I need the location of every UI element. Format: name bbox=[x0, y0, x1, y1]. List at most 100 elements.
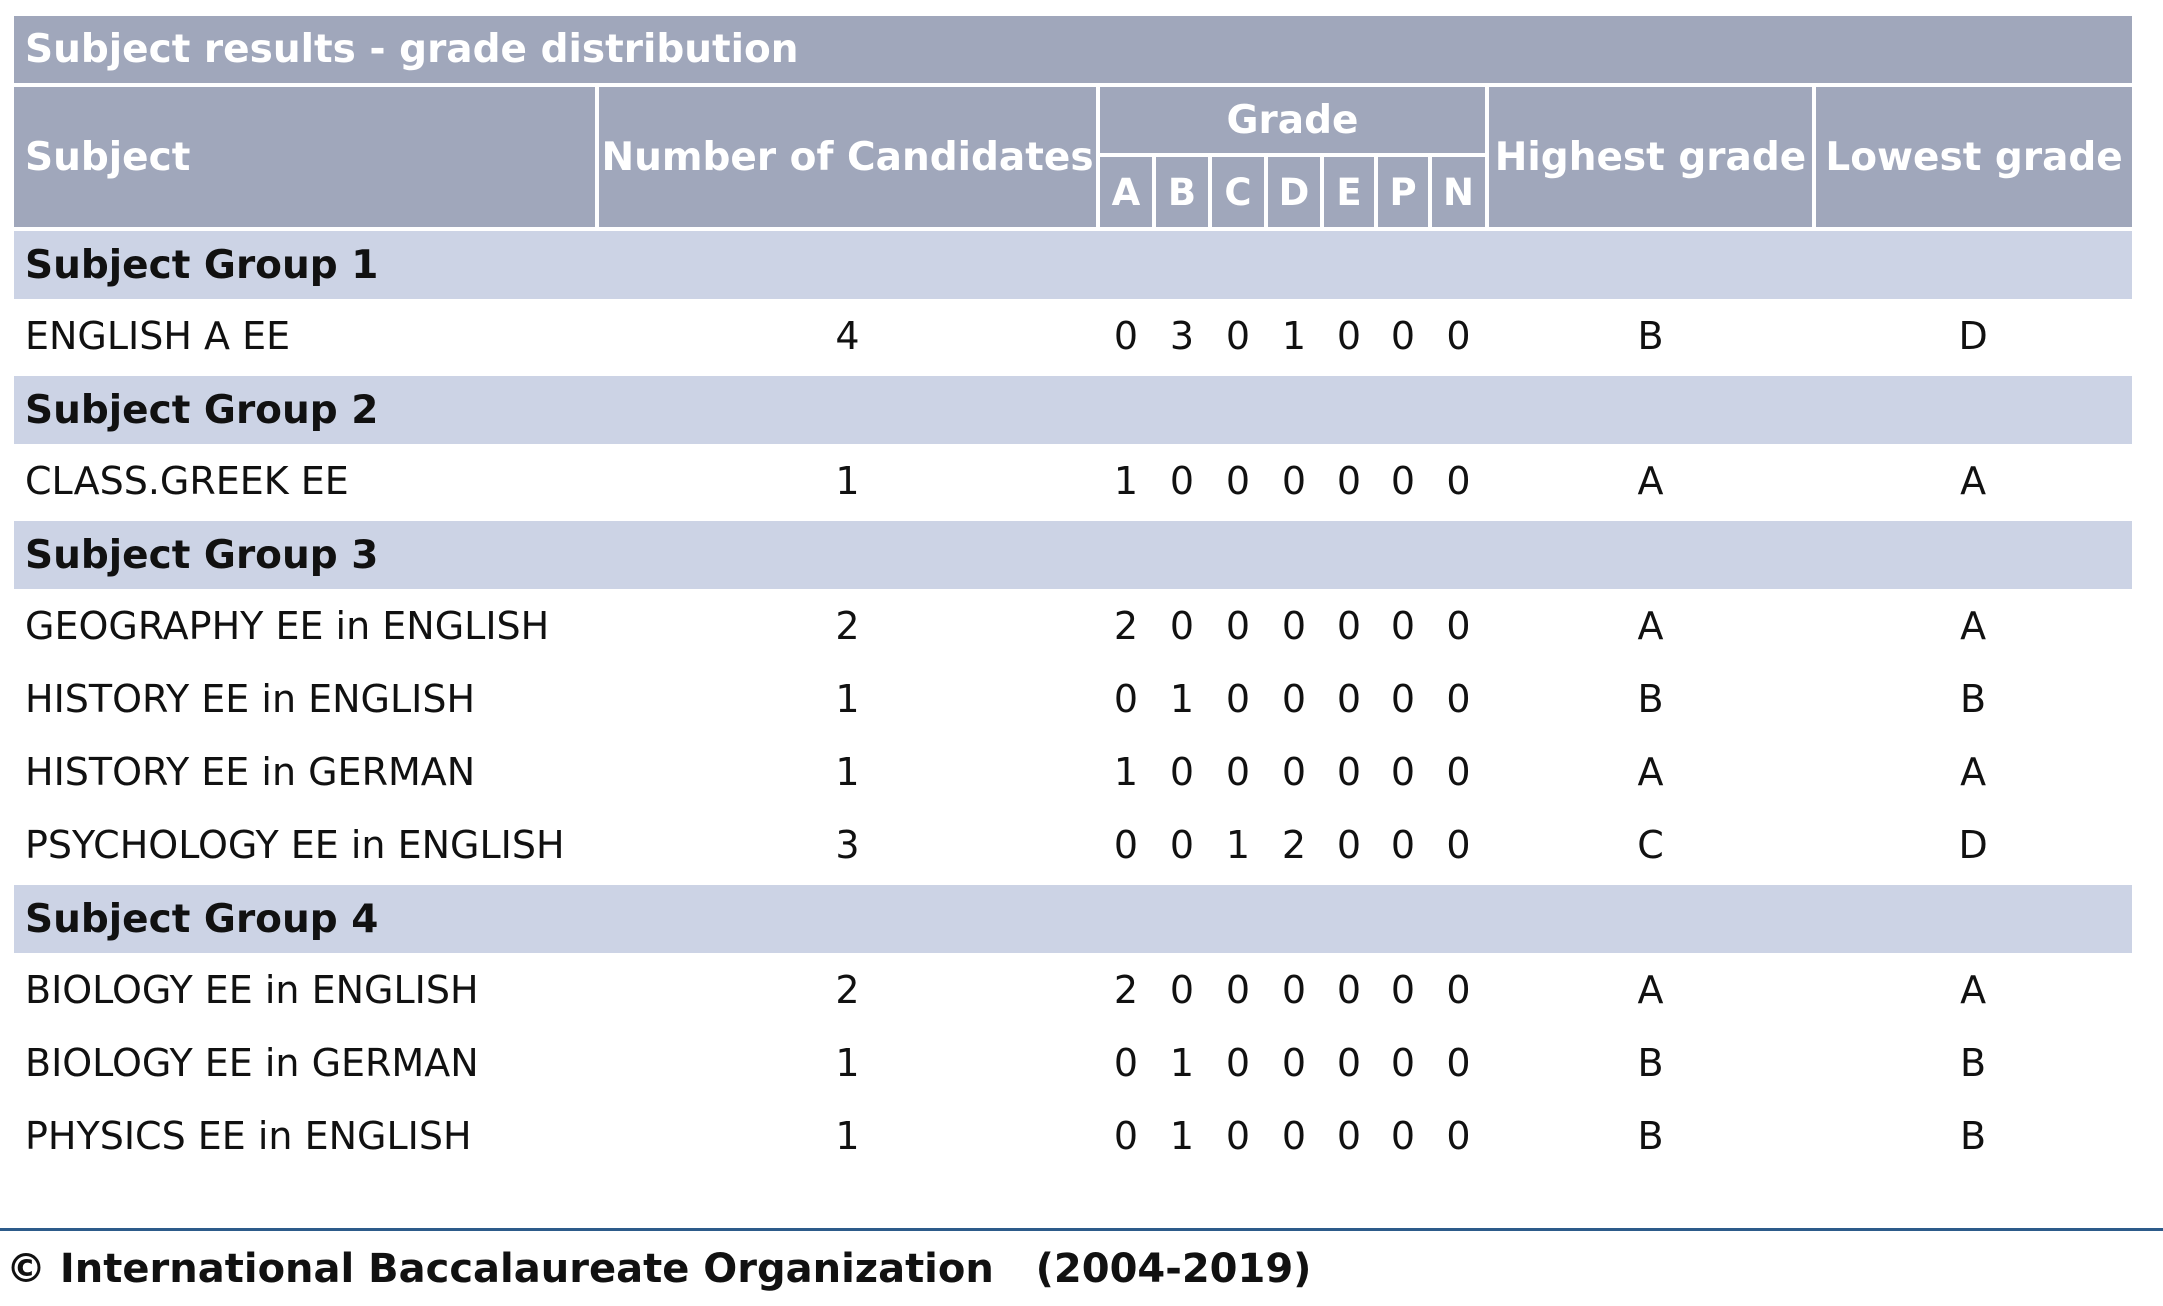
candidates-cell: 1 bbox=[835, 749, 860, 794]
grade-letter-header: B bbox=[1152, 153, 1212, 231]
lowest-grade-cell: A bbox=[1960, 603, 1987, 648]
grade-count-cell: 1 bbox=[1169, 1040, 1195, 1085]
subject-cell: BIOLOGY EE in GERMAN bbox=[25, 1040, 479, 1085]
grade-count-cell: 0 bbox=[1281, 603, 1307, 648]
grade-count-cell: 0 bbox=[1169, 749, 1195, 794]
grade-count-cell: 0 bbox=[1390, 676, 1416, 721]
table-row: HISTORY EE in ENGLISH 1 0 1 0 0 0 0 0 B B bbox=[14, 662, 2132, 735]
table-row: BIOLOGY EE in ENGLISH 2 2 0 0 0 0 0 0 A A bbox=[14, 953, 2132, 1026]
highest-grade-cell: A bbox=[1637, 458, 1664, 503]
column-header-lowest-grade: Lowest grade bbox=[1811, 83, 2133, 231]
subject-group-heading: Subject Group 3 bbox=[14, 517, 2133, 589]
grade-count-cell: 0 bbox=[1390, 458, 1416, 503]
grade-count-cell: 2 bbox=[1113, 967, 1139, 1012]
grade-count-cell: 0 bbox=[1225, 1040, 1251, 1085]
column-header-subject: Subject bbox=[14, 83, 599, 231]
grade-count-cell: 1 bbox=[1225, 822, 1251, 867]
grade-letter-header: D bbox=[1264, 153, 1324, 231]
grade-count-cell: 1 bbox=[1113, 749, 1139, 794]
candidates-cell: 4 bbox=[835, 313, 860, 358]
grade-count-cell: 0 bbox=[1390, 313, 1416, 358]
table-header: Subject results - grade distribution Sub… bbox=[14, 16, 2133, 231]
grade-count-cell: 0 bbox=[1336, 603, 1362, 648]
grade-count-cell: 0 bbox=[1336, 313, 1362, 358]
grade-letter-header: E bbox=[1320, 153, 1378, 231]
grade-count-cell: 0 bbox=[1336, 822, 1362, 867]
subject-cell: BIOLOGY EE in ENGLISH bbox=[25, 967, 479, 1012]
grade-count-cell: 0 bbox=[1446, 603, 1471, 648]
table-row: CLASS.GREEK EE 1 1 0 0 0 0 0 0 A A bbox=[14, 444, 2132, 519]
footer-divider bbox=[0, 1228, 2163, 1231]
subject-group-heading: Subject Group 1 bbox=[14, 227, 2133, 299]
grade-count-cell: 0 bbox=[1169, 822, 1195, 867]
column-header-grade: Grade bbox=[1096, 83, 1489, 157]
grade-letter-header: N bbox=[1428, 153, 1489, 231]
grade-count-cell: 0 bbox=[1225, 676, 1251, 721]
highest-grade-cell: A bbox=[1637, 603, 1664, 648]
highest-grade-cell: B bbox=[1637, 313, 1664, 358]
candidates-cell: 1 bbox=[835, 676, 860, 721]
table-row: ENGLISH A EE 4 0 3 0 1 0 0 0 B D bbox=[14, 299, 2132, 374]
grade-count-cell: 0 bbox=[1225, 313, 1251, 358]
grade-count-cell: 0 bbox=[1446, 967, 1471, 1012]
grade-count-cell: 0 bbox=[1113, 822, 1139, 867]
grade-count-cell: 2 bbox=[1281, 822, 1307, 867]
grade-count-cell: 1 bbox=[1113, 458, 1139, 503]
grade-count-cell: 0 bbox=[1390, 749, 1416, 794]
table-row: PSYCHOLOGY EE in ENGLISH 3 0 0 1 2 0 0 0 C D bbox=[14, 808, 2132, 883]
subject-cell: PSYCHOLOGY EE in ENGLISH bbox=[25, 822, 565, 867]
grade-count-cell: 0 bbox=[1281, 1040, 1307, 1085]
grade-count-cell: 0 bbox=[1169, 603, 1195, 648]
grade-count-cell: 0 bbox=[1446, 676, 1471, 721]
candidates-cell: 1 bbox=[835, 1113, 860, 1158]
grade-count-cell: 0 bbox=[1113, 313, 1139, 358]
grade-count-cell: 0 bbox=[1113, 1113, 1139, 1158]
grade-count-cell: 0 bbox=[1113, 1040, 1139, 1085]
subject-group-row: Subject Group 3 bbox=[14, 517, 2133, 589]
grade-count-cell: 0 bbox=[1390, 1113, 1416, 1158]
subject-group-row: Subject Group 2 bbox=[14, 372, 2133, 444]
grade-count-cell: 0 bbox=[1446, 1040, 1471, 1085]
grade-count-cell: 0 bbox=[1336, 1040, 1362, 1085]
grade-count-cell: 0 bbox=[1336, 676, 1362, 721]
table-title: Subject results - grade distribution bbox=[14, 16, 2133, 87]
grade-count-cell: 0 bbox=[1281, 967, 1307, 1012]
candidates-cell: 3 bbox=[835, 822, 860, 867]
grade-count-cell: 0 bbox=[1336, 458, 1362, 503]
grade-count-cell: 0 bbox=[1336, 1113, 1362, 1158]
grade-letter-header: P bbox=[1374, 153, 1432, 231]
subject-cell: CLASS.GREEK EE bbox=[25, 458, 349, 503]
grade-count-cell: 0 bbox=[1225, 603, 1251, 648]
lowest-grade-cell: D bbox=[1958, 313, 1988, 358]
subject-group-heading: Subject Group 4 bbox=[14, 881, 2133, 953]
grade-count-cell: 2 bbox=[1113, 603, 1139, 648]
candidates-cell: 2 bbox=[835, 967, 860, 1012]
column-header-candidates: Number of Candidates bbox=[595, 83, 1100, 231]
grade-count-cell: 1 bbox=[1281, 313, 1307, 358]
candidates-cell: 2 bbox=[835, 603, 860, 648]
grade-count-cell: 0 bbox=[1281, 676, 1307, 721]
grade-count-cell: 0 bbox=[1281, 749, 1307, 794]
grade-count-cell: 0 bbox=[1336, 967, 1362, 1012]
subject-cell: HISTORY EE in GERMAN bbox=[25, 749, 476, 794]
grade-letter-header: A bbox=[1096, 153, 1156, 231]
grade-count-cell: 0 bbox=[1169, 967, 1195, 1012]
grade-count-cell: 0 bbox=[1225, 749, 1251, 794]
highest-grade-cell: C bbox=[1637, 822, 1664, 867]
grade-count-cell: 0 bbox=[1446, 313, 1471, 358]
grade-count-cell: 0 bbox=[1225, 458, 1251, 503]
subject-cell: ENGLISH A EE bbox=[25, 313, 291, 358]
column-header-highest-grade: Highest grade bbox=[1485, 83, 1816, 231]
lowest-grade-cell: D bbox=[1958, 822, 1988, 867]
grade-letter-header: C bbox=[1208, 153, 1268, 231]
grade-count-cell: 0 bbox=[1169, 458, 1195, 503]
subject-cell: PHYSICS EE in ENGLISH bbox=[25, 1113, 472, 1158]
grade-count-cell: 0 bbox=[1336, 749, 1362, 794]
highest-grade-cell: A bbox=[1637, 749, 1664, 794]
subject-group-heading: Subject Group 2 bbox=[14, 372, 2133, 444]
copyright-footer: © International Baccalaureate Organizati… bbox=[6, 1246, 1312, 1292]
grade-count-cell: 0 bbox=[1113, 676, 1139, 721]
grade-count-cell: 0 bbox=[1390, 967, 1416, 1012]
lowest-grade-cell: A bbox=[1960, 967, 1987, 1012]
table-row: HISTORY EE in GERMAN 1 1 0 0 0 0 0 0 A A bbox=[14, 735, 2132, 808]
